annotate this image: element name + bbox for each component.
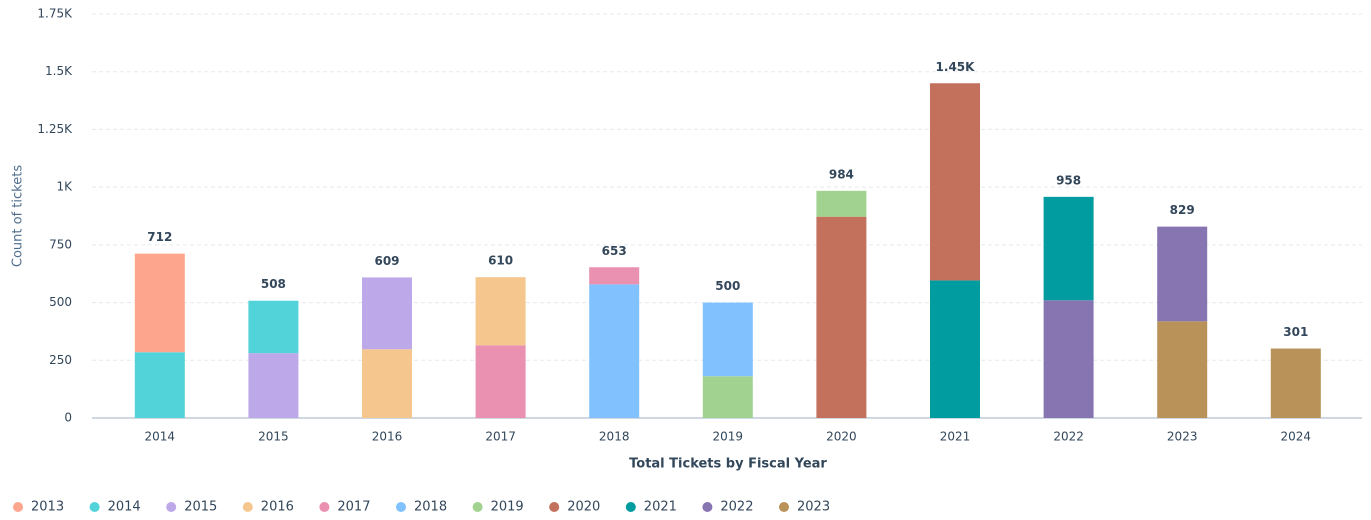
y-tick-label: 1.25K bbox=[37, 122, 73, 136]
legend-marker bbox=[166, 502, 177, 512]
y-tick-label: 1.5K bbox=[45, 64, 73, 78]
legend-label: 2014 bbox=[108, 500, 141, 515]
legend-label: 2020 bbox=[567, 500, 600, 515]
bar-segment bbox=[248, 353, 299, 418]
bar-segment bbox=[589, 284, 640, 418]
x-tick-label: 2020 bbox=[826, 430, 857, 444]
bar-segment bbox=[248, 300, 299, 354]
bar-segment bbox=[1157, 321, 1208, 418]
bar-segment bbox=[1157, 226, 1208, 322]
bar-segment bbox=[930, 280, 980, 418]
total-label: 610 bbox=[488, 254, 513, 268]
legend-label: 2018 bbox=[414, 500, 447, 515]
legend-marker bbox=[319, 502, 330, 512]
total-label: 1.45K bbox=[936, 60, 976, 74]
legend-marker bbox=[242, 502, 253, 512]
legend-marker bbox=[625, 502, 636, 512]
bar-segment bbox=[816, 190, 867, 217]
x-tick-label: 2017 bbox=[485, 430, 516, 444]
bar-segment bbox=[362, 277, 412, 350]
x-tick-label: 2014 bbox=[145, 430, 176, 444]
bar-segment bbox=[362, 349, 412, 418]
x-tick-label: 2018 bbox=[599, 430, 630, 444]
bar-segment bbox=[589, 267, 640, 285]
total-label: 958 bbox=[1056, 173, 1081, 187]
x-tick-label: 2015 bbox=[258, 430, 289, 444]
y-tick-label: 750 bbox=[49, 237, 72, 251]
legend-marker bbox=[472, 502, 483, 512]
x-tick-label: 2016 bbox=[372, 430, 403, 444]
x-tick-label: 2023 bbox=[1167, 430, 1198, 444]
bar-segment bbox=[1043, 196, 1094, 301]
legend-marker bbox=[779, 502, 789, 512]
total-label: 653 bbox=[602, 244, 627, 258]
legend-marker bbox=[549, 502, 560, 512]
legend-label: 2022 bbox=[720, 500, 753, 515]
bar-segment bbox=[475, 345, 526, 418]
bar-segment bbox=[1043, 300, 1094, 418]
x-axis-label: Total Tickets by Fiscal Year bbox=[629, 457, 827, 472]
total-label: 500 bbox=[715, 279, 740, 293]
bar-segment bbox=[134, 352, 185, 418]
y-tick-label: 0 bbox=[64, 411, 72, 425]
x-tick-label: 2024 bbox=[1281, 430, 1312, 444]
x-tick-label: 2021 bbox=[940, 430, 971, 444]
bar-segment bbox=[1270, 348, 1321, 418]
total-label: 712 bbox=[147, 230, 172, 244]
total-label: 829 bbox=[1170, 203, 1195, 217]
y-tick-label: 250 bbox=[49, 353, 72, 367]
bar-segment bbox=[702, 376, 753, 418]
x-tick-label: 2019 bbox=[713, 430, 744, 444]
legend-marker bbox=[89, 502, 100, 512]
legend-marker bbox=[396, 502, 406, 512]
legend-label: 2013 bbox=[31, 500, 64, 515]
bar-segment bbox=[475, 277, 526, 346]
bar-segment bbox=[134, 253, 185, 353]
bar-segment bbox=[816, 216, 867, 418]
legend-label: 2015 bbox=[184, 500, 217, 515]
y-tick-label: 1.75K bbox=[37, 7, 73, 21]
y-tick-label: 1K bbox=[56, 180, 73, 194]
total-label: 508 bbox=[261, 277, 286, 291]
legend-label: 2019 bbox=[491, 500, 524, 515]
y-axis-label: Count of tickets bbox=[11, 165, 26, 267]
legend-label: 2023 bbox=[797, 500, 830, 515]
x-tick-label: 2022 bbox=[1053, 430, 1084, 444]
legend-marker bbox=[702, 502, 713, 512]
bar-segment bbox=[702, 302, 753, 377]
bar-segment bbox=[930, 83, 980, 281]
legend-marker bbox=[13, 502, 23, 512]
total-label: 609 bbox=[374, 254, 399, 268]
legend-label: 2021 bbox=[644, 500, 677, 515]
legend-label: 2016 bbox=[261, 500, 294, 515]
total-label: 984 bbox=[829, 167, 854, 181]
y-tick-label: 500 bbox=[49, 295, 72, 309]
legend-label: 2017 bbox=[337, 500, 370, 515]
total-label: 301 bbox=[1283, 325, 1308, 339]
